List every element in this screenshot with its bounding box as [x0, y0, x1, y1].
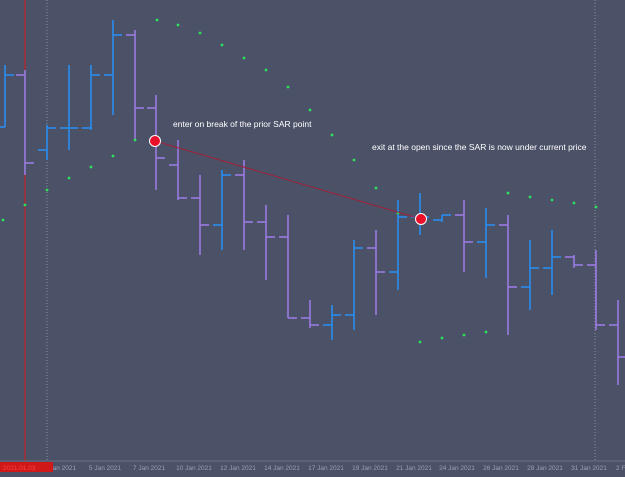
- sar-dot: [242, 56, 246, 60]
- sar-dot: [133, 138, 137, 142]
- sar-dot: [45, 188, 49, 192]
- sar-dot: [23, 203, 27, 207]
- sar-dot: [111, 154, 115, 158]
- sar-dot: [67, 176, 71, 180]
- time-label: 31 Jan 2021: [571, 465, 607, 472]
- exit-marker: [415, 213, 427, 225]
- time-label: 10 Jan 2021: [176, 465, 212, 472]
- time-label: 3 Jan 2021: [44, 465, 77, 472]
- time-label: 28 Jan 2021: [527, 465, 563, 472]
- sar-dot: [155, 18, 159, 22]
- sar-dot: [462, 333, 466, 337]
- time-label: 14 Jan 2021: [264, 465, 300, 472]
- time-label: 17 Jan 2021: [308, 465, 344, 472]
- time-label: 21 Jan 2021: [396, 465, 432, 472]
- sar-dot: [220, 43, 224, 47]
- sar-dot: [440, 336, 444, 340]
- sar-dot: [352, 158, 356, 162]
- time-label: 24 Jan 2021: [439, 465, 475, 472]
- time-label: 5 Jan 2021: [89, 465, 122, 472]
- sar-dot: [374, 186, 378, 190]
- sar-dot: [594, 205, 598, 209]
- entry-marker: [149, 135, 161, 147]
- sar-dot: [308, 108, 312, 112]
- sar-dot: [572, 201, 576, 205]
- time-label: 26 Jan 2021: [483, 465, 519, 472]
- exit-annotation: exit at the open since the SAR is now un…: [372, 142, 587, 152]
- trade-line: [154, 140, 422, 220]
- cursor-time-label: 2021.01.03: [3, 465, 36, 472]
- sar-dot: [330, 133, 334, 137]
- time-axis: 3 Jan 2021 5 Jan 2021 7 Jan 2021 10 Jan 202…: [44, 465, 625, 472]
- sar-dots: [1, 18, 598, 344]
- time-label: 19 Jan 2021: [352, 465, 388, 472]
- sar-dot: [528, 195, 532, 199]
- time-label: 2 Fe: [616, 465, 625, 472]
- time-label: 7 Jan 2021: [133, 465, 166, 472]
- sar-dot: [176, 23, 180, 27]
- sar-dot: [286, 85, 290, 89]
- sar-dot: [550, 198, 554, 202]
- sar-dot: [1, 218, 5, 222]
- cursor-time-box: [0, 462, 53, 472]
- time-label: 12 Jan 2021: [220, 465, 256, 472]
- sar-dot: [418, 340, 422, 344]
- sar-dot: [198, 31, 202, 35]
- sar-dot: [89, 165, 93, 169]
- sar-dot: [506, 191, 510, 195]
- sar-dot: [484, 330, 488, 334]
- sar-dot: [264, 68, 268, 72]
- entry-annotation: enter on break of the prior SAR point: [173, 119, 312, 129]
